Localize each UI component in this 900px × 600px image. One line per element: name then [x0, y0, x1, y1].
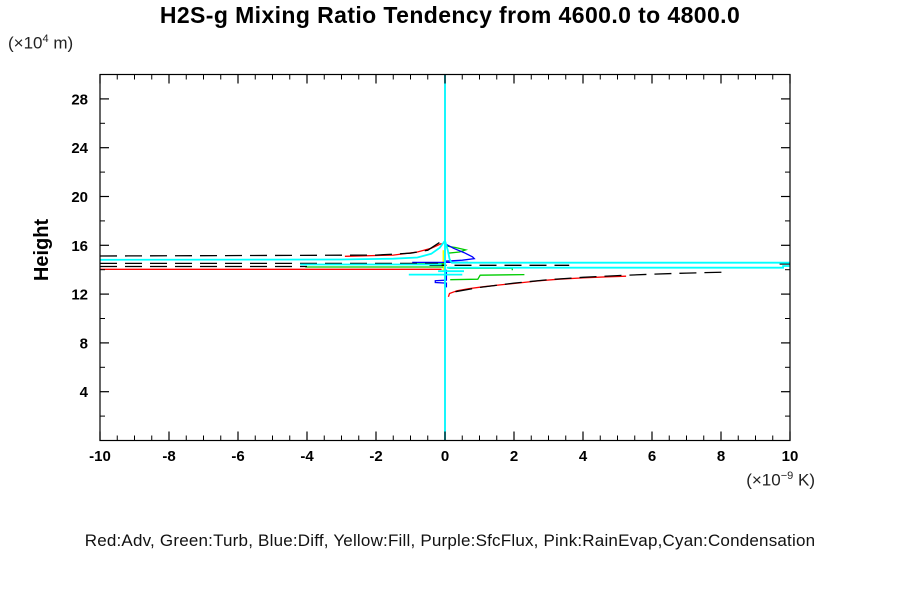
x-tick-label: 8 — [717, 448, 725, 465]
x-unit-suffix: K) — [793, 470, 815, 490]
series-line-black — [455, 271, 727, 293]
x-tick-label: 0 — [441, 448, 449, 465]
y-unit-suffix: m) — [48, 33, 74, 53]
x-tick-label: 4 — [579, 448, 588, 465]
x-tick-label: 6 — [648, 448, 656, 465]
series-line-condensation — [99, 238, 453, 263]
y-unit-exponent: 4 — [42, 33, 49, 45]
x-tick-label: -4 — [300, 448, 314, 465]
chart-title: H2S-g Mixing Ratio Tendency from 4600.0 … — [159, 2, 741, 28]
x-tick-label: 10 — [782, 448, 799, 465]
y-tick-label: 20 — [71, 189, 88, 206]
y-tick-label: 4 — [80, 384, 89, 401]
y-tick-label: 16 — [71, 238, 88, 255]
y-axis-unit-label: (×104 m) — [8, 33, 73, 54]
series-line-diff — [434, 269, 448, 288]
series-line-condensation — [446, 265, 790, 269]
x-tick-label: -8 — [162, 448, 175, 465]
y-tick-label: 28 — [71, 91, 88, 108]
x-tick-label: -10 — [89, 448, 111, 465]
x-axis-unit-label: (×10−9 K) — [746, 470, 815, 491]
series-line-diff — [445, 243, 476, 262]
series-line-black — [99, 241, 441, 257]
y-tick-label: 12 — [71, 287, 88, 304]
x-unit-exponent: −9 — [780, 470, 794, 482]
series-line-turb — [450, 273, 525, 281]
y-tick-label: 8 — [80, 335, 88, 352]
y-tick-label: 24 — [71, 140, 88, 157]
x-tick-label: 2 — [510, 448, 518, 465]
legend-text: Red:Adv, Green:Turb, Blue:Diff, Yellow:F… — [84, 531, 816, 550]
x-unit-prefix: (×10 — [746, 470, 781, 490]
y-unit-prefix: (×10 — [8, 33, 43, 53]
x-tick-label: -2 — [369, 448, 382, 465]
x-tick-label: -6 — [231, 448, 244, 465]
